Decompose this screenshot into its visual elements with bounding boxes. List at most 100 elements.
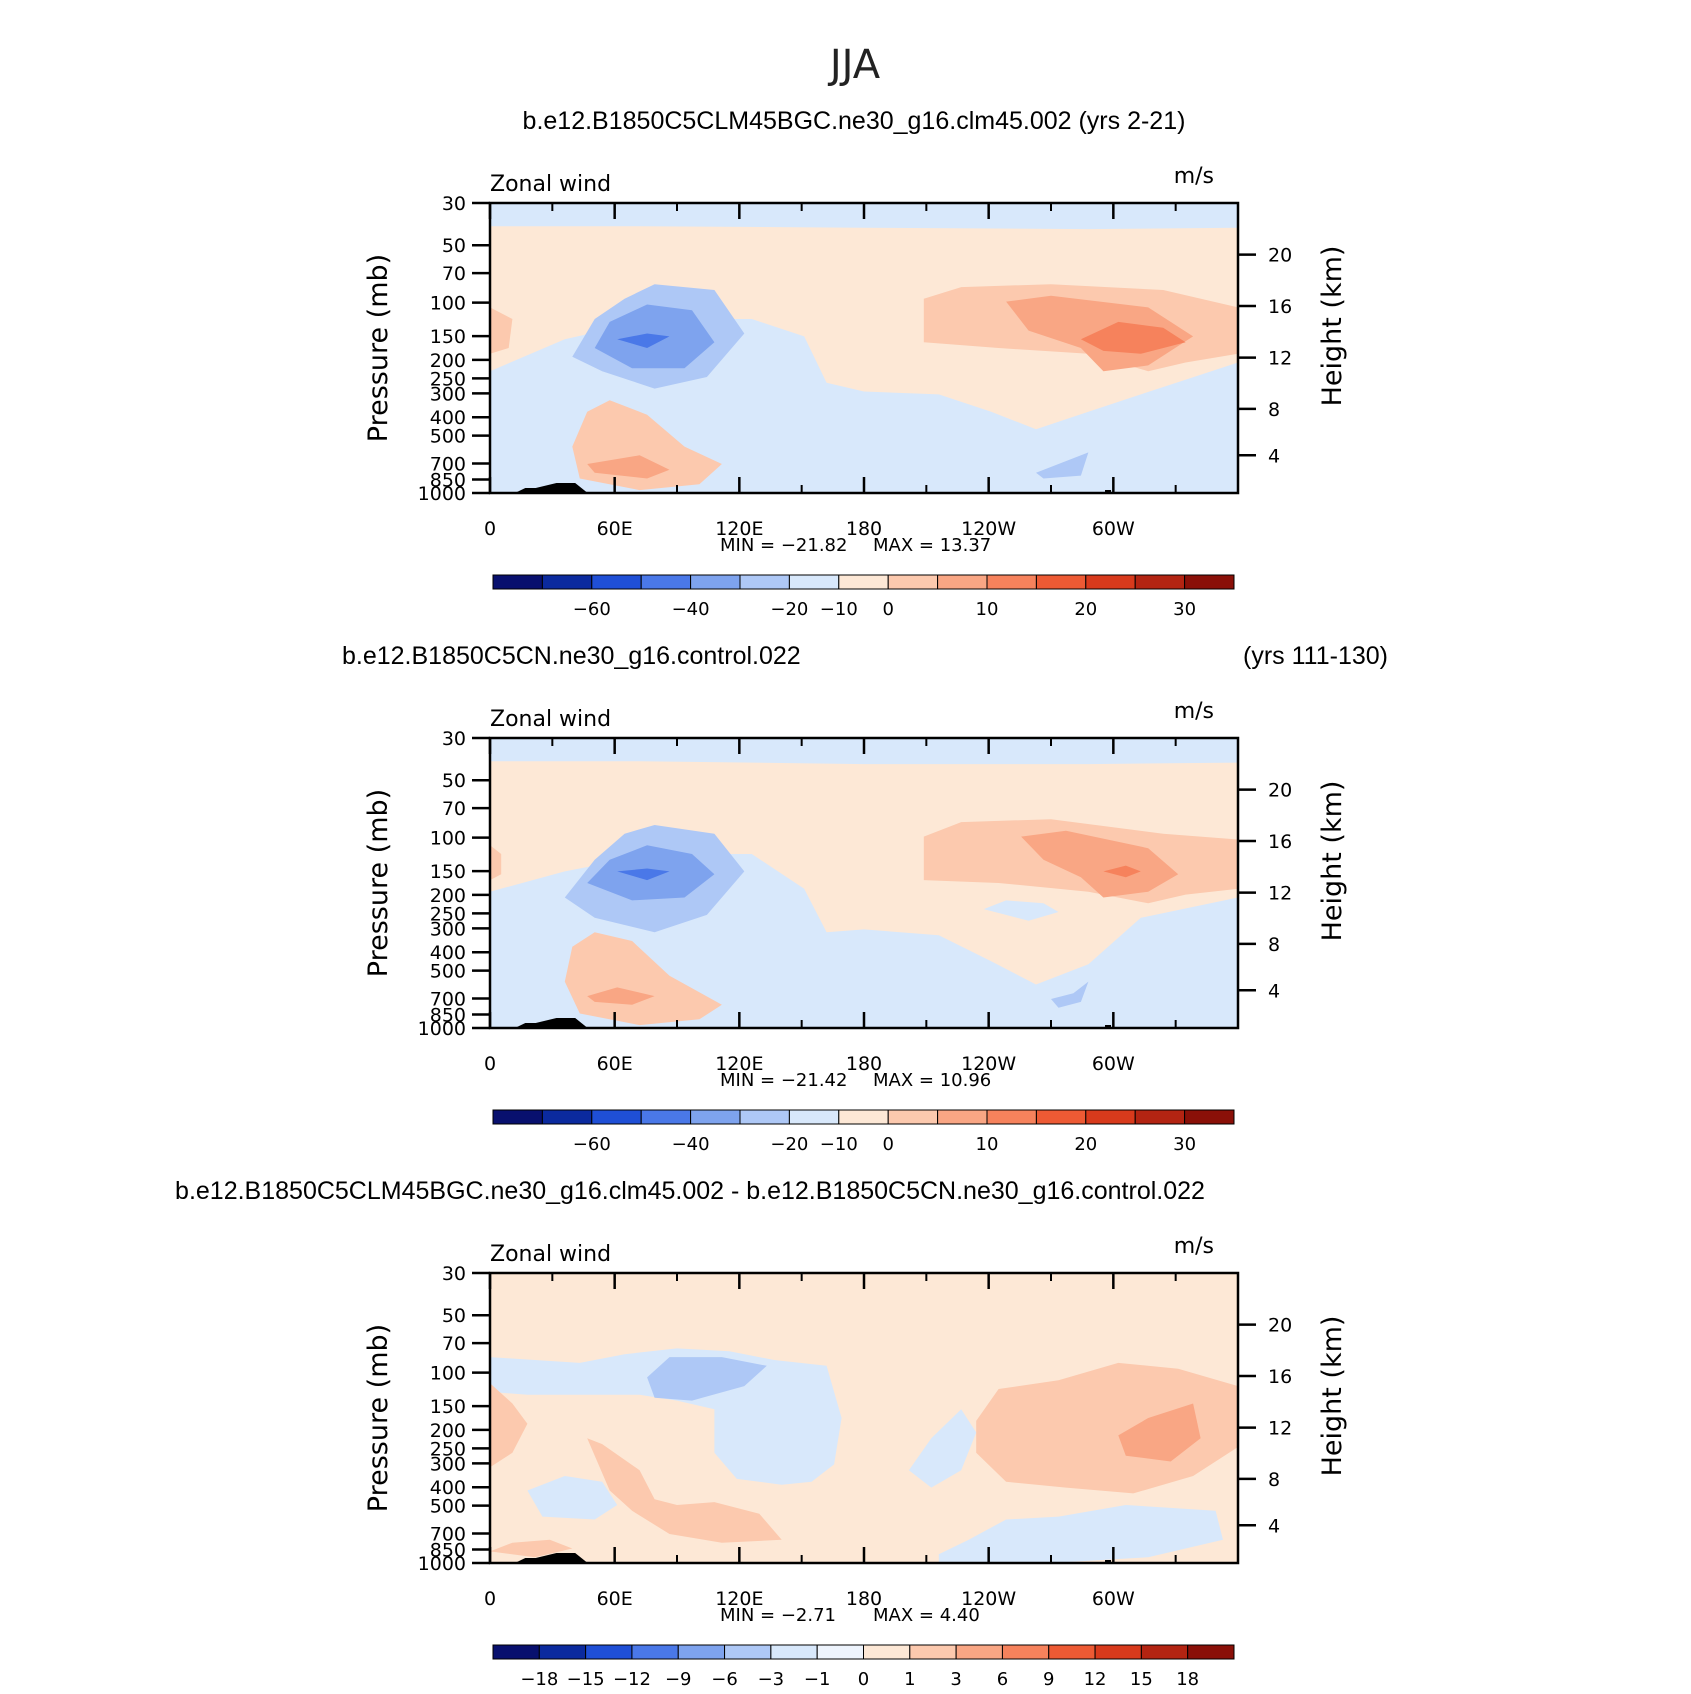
y-tick-label: 50 [442,770,466,792]
colorbar-label: −10 [820,1134,858,1155]
colorbar-label: 15 [1130,1669,1153,1690]
colorbar-label: −60 [573,599,611,620]
x-tick-label: 180 [846,518,882,540]
y2-tick-label: 12 [1268,1418,1292,1440]
shading-lowlevel-easterly-anomaly-west [527,1476,618,1520]
colorbar-swatch [690,574,741,590]
y-tick-label: 400 [430,942,466,964]
colorbar-swatch [1134,574,1186,590]
y-tick-label: 250 [430,368,466,390]
colorbar-swatch [591,1109,642,1125]
y2-tick-label: 20 [1268,1315,1292,1337]
colorbar-label: 0 [882,1134,893,1155]
y-tick-label: 300 [430,1453,466,1475]
colorbar-swatch [770,1644,818,1660]
colorbar-label: −40 [672,599,710,620]
y-tick-label: 200 [430,350,466,372]
x-tick-label: 60E [597,1588,633,1610]
chart-panel: b.e12.B1850C5CLM45BGC.ne30_g16.clm45.002… [175,1177,1348,1690]
colorbar-label: −20 [770,599,808,620]
y-axis-label: Pressure (mb) [363,789,394,977]
panel-title-right: (yrs 111-130) [1243,642,1388,670]
y-tick-label: 100 [430,828,466,850]
colorbar-swatch [1035,1109,1087,1125]
x-tick-label: 120W [961,1053,1016,1075]
y-tick-label: 30 [442,728,466,750]
colorbar-label: −15 [567,1669,605,1690]
colorbar-label: 20 [1074,599,1097,620]
colorbar-swatch [1001,1644,1050,1660]
colorbar-swatch [863,1644,911,1660]
colorbar-label: 30 [1173,599,1196,620]
panel-title: b.e12.B1850C5CLM45BGC.ne30_g16.clm45.002… [175,1177,1205,1205]
y2-tick-label: 20 [1268,780,1292,802]
y-tick-label: 850 [430,470,466,492]
shading-asian-easterly-core [617,868,670,881]
terrain-mask [1105,490,1112,493]
colorbar-swatch [492,1109,543,1125]
y-tick-label: 100 [430,1363,466,1385]
colorbar-label: 9 [1043,1669,1054,1690]
colorbar-label: 30 [1173,1134,1196,1155]
colorbar-swatch [640,1109,692,1125]
x-tick-label: 0 [484,1588,496,1610]
shading-westerly-anomaly-core [1118,1403,1201,1462]
shading-lowlevel-westerly-core [587,455,670,479]
colorbar-swatch [739,574,790,590]
y-tick-label: 700 [430,989,466,1011]
x-tick-label: 120E [715,1588,763,1610]
shading-dateline-easterly-anomaly [908,1409,977,1488]
y-tick-label: 400 [430,407,466,429]
x-tick-label: 60W [1092,518,1135,540]
shading-lowlevel-westerly-core [587,987,655,1005]
y-axis-label: Pressure (mb) [363,1324,394,1512]
colorbar-swatch [1140,1644,1189,1660]
shading-upper-easterly-anomaly-120e [490,1348,842,1485]
colorbar-label: −20 [770,1134,808,1155]
max-value-label: MAX = 4.40 [873,1605,980,1626]
shading-westerly-jet-core [1103,865,1141,878]
colorbar-swatch [838,574,889,590]
y-tick-label: 250 [430,1438,466,1460]
chart-panels: b.e12.B1850C5CLM45BGC.ne30_g16.clm45.002… [175,107,1388,1690]
y2-tick-label: 4 [1268,1515,1280,1537]
colorbar-swatch [1187,1644,1235,1660]
y2-tick-label: 12 [1268,348,1292,370]
terrain-mask [1105,1025,1112,1028]
x-tick-label: 0 [484,1053,496,1075]
y2-tick-label: 16 [1268,1366,1292,1388]
y-tick-label: 30 [442,193,466,215]
colorbar-swatch [887,1109,939,1125]
colorbar-swatch [640,574,692,590]
x-tick-label: 0 [484,518,496,540]
colorbar-swatch [1184,574,1235,590]
panel-left-label: Zonal wind [490,707,611,732]
colorbar-label: −9 [665,1669,692,1690]
y-axis-label: Pressure (mb) [363,254,394,442]
colorbar-label: −18 [520,1669,558,1690]
y-tick-label: 100 [430,293,466,315]
colorbar-label: −6 [711,1669,738,1690]
y-tick-label: 30 [442,1263,466,1285]
colorbar-swatch [1094,1644,1142,1660]
x-tick-label: 120W [961,1588,1016,1610]
units-label: m/s [1174,164,1214,189]
colorbar-swatch [541,1109,593,1125]
y-tick-label: 250 [430,903,466,925]
colorbar-swatch [1048,1644,1096,1660]
y-tick-label: 500 [430,1496,466,1518]
units-label: m/s [1174,1234,1214,1259]
shading-west-edge-westerly-anomaly [490,1383,528,1468]
colorbar-label: 18 [1176,1669,1199,1690]
shading-asian-easterly-core [617,333,670,348]
y-tick-label: 850 [430,1005,466,1027]
colorbar-label: −60 [573,1134,611,1155]
colorbar-swatch [788,1109,840,1125]
colorbar-swatch [724,1644,772,1660]
shading-small-easterly-pocket [1036,452,1089,479]
colorbar-label: 20 [1074,1134,1097,1155]
colorbar-swatch [492,574,543,590]
y2-tick-label: 12 [1268,883,1292,905]
colorbar-swatch [1134,1109,1186,1125]
